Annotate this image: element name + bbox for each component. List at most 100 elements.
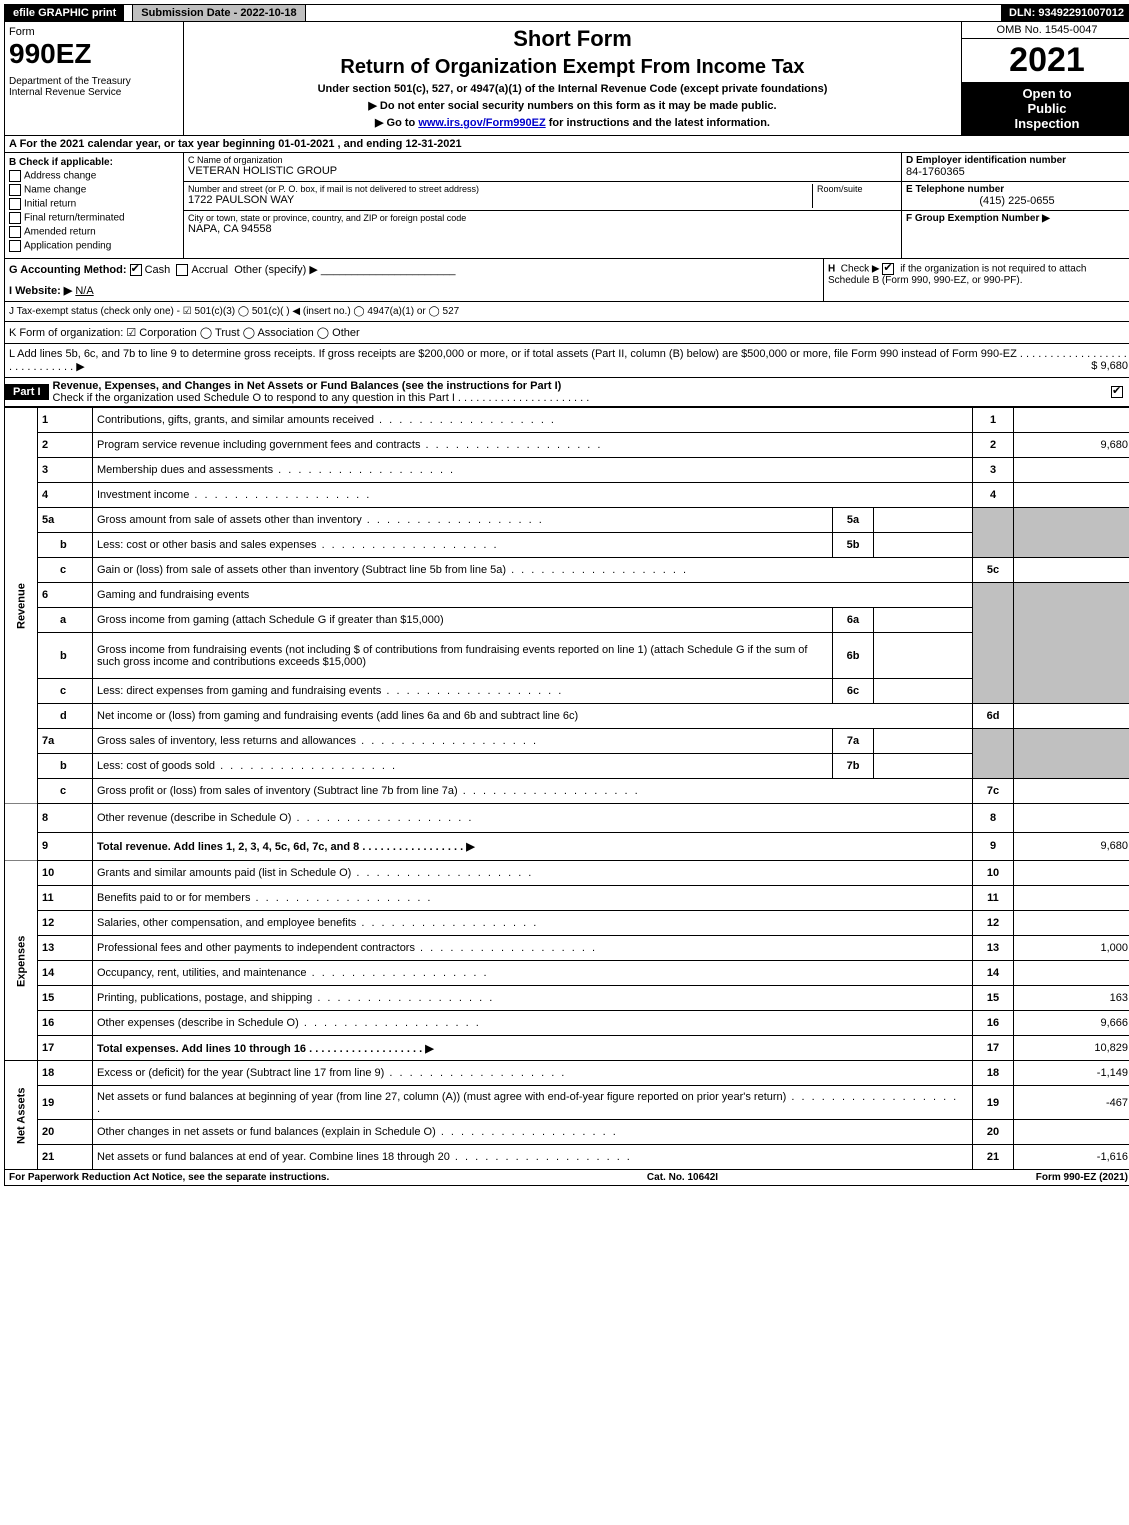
- ln-20-rnum: 20: [973, 1120, 1014, 1145]
- ln-2-val: 9,680: [1014, 433, 1129, 458]
- page-footer: For Paperwork Reduction Act Notice, see …: [4, 1170, 1129, 1186]
- ln-6d-rnum: 6d: [973, 704, 1014, 729]
- ln-9-num: 9: [38, 832, 93, 861]
- org-name-label: C Name of organization: [188, 155, 897, 165]
- h-check-pre: Check ▶: [841, 264, 880, 275]
- room-label: Room/suite: [817, 184, 897, 194]
- row-l-text: L Add lines 5b, 6c, and 7b to line 9 to …: [9, 348, 1127, 373]
- top-bar: efile GRAPHIC print Submission Date - 20…: [4, 4, 1129, 22]
- ln-1-rnum: 1: [973, 408, 1014, 433]
- ln-13-val: 1,000: [1014, 936, 1129, 961]
- accounting-method: G Accounting Method: Cash Accrual Other …: [5, 259, 823, 301]
- ln-12-val: [1014, 911, 1129, 936]
- ln-7a-desc: Gross sales of inventory, less returns a…: [93, 729, 833, 754]
- ln-2-desc: Program service revenue including govern…: [93, 433, 973, 458]
- dept-label: Department of the Treasury Internal Reve…: [9, 76, 179, 98]
- efile-print-button[interactable]: efile GRAPHIC print: [5, 5, 124, 21]
- row-l: L Add lines 5b, 6c, and 7b to line 9 to …: [4, 344, 1129, 378]
- ln-12-rnum: 12: [973, 911, 1014, 936]
- check-address-change[interactable]: Address change: [9, 170, 179, 182]
- check-initial-return[interactable]: Initial return: [9, 198, 179, 210]
- ln-14-desc: Occupancy, rent, utilities, and maintena…: [93, 961, 973, 986]
- g-label: G Accounting Method:: [9, 264, 127, 276]
- ln-17-desc: Total expenses. Add lines 10 through 16 …: [93, 1036, 973, 1061]
- ln-18-num: 18: [38, 1061, 93, 1086]
- ln-9-rnum: 9: [973, 832, 1014, 861]
- ln-5b-desc: Less: cost or other basis and sales expe…: [93, 533, 833, 558]
- ln-10-desc: Grants and similar amounts paid (list in…: [93, 861, 973, 886]
- ln-4-rnum: 4: [973, 483, 1014, 508]
- header-left: Form 990EZ Department of the Treasury In…: [5, 22, 184, 135]
- ln-7a-sv: [874, 729, 973, 754]
- ln-6-num: 6: [38, 583, 93, 608]
- part1-table: Revenue 1 Contributions, gifts, grants, …: [4, 407, 1129, 1170]
- sidetab-revenue: Revenue: [5, 408, 38, 804]
- entity-block: B Check if applicable: Address change Na…: [4, 153, 1129, 259]
- ln-6b-sn: 6b: [833, 633, 874, 679]
- ln-6a-num: a: [38, 608, 93, 633]
- check-cash[interactable]: [130, 264, 142, 276]
- ln-14-rnum: 14: [973, 961, 1014, 986]
- header-mid: Short Form Return of Organization Exempt…: [184, 22, 961, 135]
- form-header: Form 990EZ Department of the Treasury In…: [4, 22, 1129, 136]
- ln-6a-sn: 6a: [833, 608, 874, 633]
- ln-7b-desc: Less: cost of goods sold: [93, 754, 833, 779]
- ln-13-num: 13: [38, 936, 93, 961]
- ln-13-desc: Professional fees and other payments to …: [93, 936, 973, 961]
- sub3-pre: ▶ Go to: [375, 117, 418, 129]
- ln-7c-desc: Gross profit or (loss) from sales of inv…: [93, 779, 973, 804]
- check-sched-b-not-required[interactable]: [882, 263, 894, 275]
- addr-label: Number and street (or P. O. box, if mail…: [188, 184, 812, 194]
- ln-7c-rnum: 7c: [973, 779, 1014, 804]
- ln-4-desc: Investment income: [93, 483, 973, 508]
- ln-16-val: 9,666: [1014, 1011, 1129, 1036]
- ln-20-num: 20: [38, 1120, 93, 1145]
- header-right: OMB No. 1545-0047 2021 Open to Public In…: [961, 22, 1129, 135]
- irs-link[interactable]: www.irs.gov/Form990EZ: [418, 117, 545, 129]
- dln-number: DLN: 93492291007012: [1001, 5, 1129, 21]
- inspect-1: Open to: [966, 86, 1128, 101]
- form-subtitle-1: Under section 501(c), 527, or 4947(a)(1)…: [192, 83, 953, 95]
- part1-badge: Part I: [5, 384, 49, 400]
- col-b-title: B Check if applicable:: [9, 157, 179, 168]
- col-b-checks: B Check if applicable: Address change Na…: [5, 153, 184, 258]
- ln-21-rnum: 21: [973, 1145, 1014, 1170]
- ln-5b-sn: 5b: [833, 533, 874, 558]
- ln-21-num: 21: [38, 1145, 93, 1170]
- ln-11-desc: Benefits paid to or for members: [93, 886, 973, 911]
- ln-5a-sn: 5a: [833, 508, 874, 533]
- other-specify: Other (specify) ▶: [234, 264, 318, 276]
- ln-17-val: 10,829: [1014, 1036, 1129, 1061]
- check-accrual[interactable]: [176, 264, 188, 276]
- ln-19-num: 19: [38, 1086, 93, 1120]
- ln-15-rnum: 15: [973, 986, 1014, 1011]
- part1-sched-o-check[interactable]: [1111, 386, 1123, 398]
- check-name-change[interactable]: Name change: [9, 184, 179, 196]
- check-application-pending[interactable]: Application pending: [9, 240, 179, 252]
- part1-check-line: Check if the organization used Schedule …: [53, 392, 590, 404]
- check-amended-return[interactable]: Amended return: [9, 226, 179, 238]
- col-c-org: C Name of organization VETERAN HOLISTIC …: [184, 153, 901, 258]
- ln-15-num: 15: [38, 986, 93, 1011]
- ln-3-desc: Membership dues and assessments: [93, 458, 973, 483]
- ln-19-rnum: 19: [973, 1086, 1014, 1120]
- ln-19-desc: Net assets or fund balances at beginning…: [93, 1086, 973, 1120]
- check-final-return[interactable]: Final return/terminated: [9, 212, 179, 224]
- ln-8-val: [1014, 804, 1129, 833]
- ln-6c-sn: 6c: [833, 679, 874, 704]
- part1-header-row: Part I Revenue, Expenses, and Changes in…: [4, 378, 1129, 407]
- ln-7b-sv: [874, 754, 973, 779]
- ln-11-num: 11: [38, 886, 93, 911]
- ln-5ab-rnum: [973, 508, 1014, 558]
- ln-8-rnum: 8: [973, 804, 1014, 833]
- ln-10-num: 10: [38, 861, 93, 886]
- ln-1-num: 1: [38, 408, 93, 433]
- ln-6d-num: d: [38, 704, 93, 729]
- form-subtitle-3: ▶ Go to www.irs.gov/Form990EZ for instru…: [192, 116, 953, 129]
- ln-6c-num: c: [38, 679, 93, 704]
- ln-7ab-val: [1014, 729, 1129, 779]
- ln-4-val: [1014, 483, 1129, 508]
- ln-7c-num: c: [38, 779, 93, 804]
- ln-10-val: [1014, 861, 1129, 886]
- form-number: 990EZ: [9, 38, 179, 70]
